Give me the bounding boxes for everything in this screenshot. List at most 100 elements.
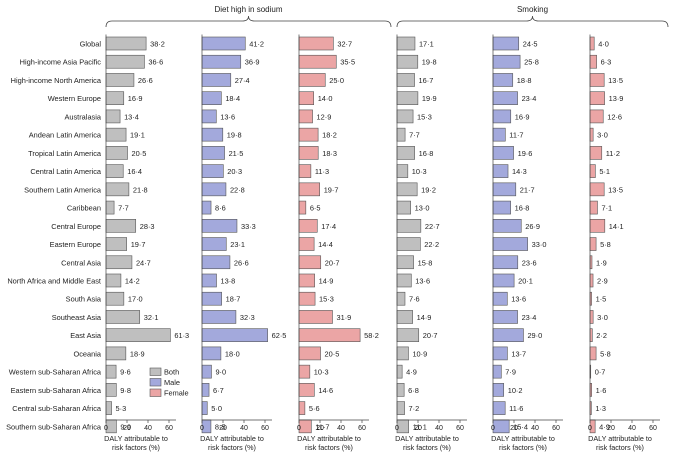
value-label: 36·9 bbox=[245, 58, 260, 67]
value-label: 25·0 bbox=[329, 76, 344, 85]
value-label: 2·9 bbox=[597, 276, 608, 285]
value-label: 19·9 bbox=[422, 94, 437, 103]
value-label: 4·9 bbox=[406, 368, 417, 377]
value-label: 20·7 bbox=[325, 258, 340, 267]
bar-caribbean bbox=[298, 200, 307, 215]
region-label: Tropical Latin America bbox=[28, 149, 102, 158]
region-label: Western Europe bbox=[48, 94, 101, 103]
region-label: Southern Latin America bbox=[24, 185, 102, 194]
value-label: 3·0 bbox=[597, 313, 608, 322]
bar-east-asia bbox=[492, 328, 524, 342]
value-label: 15·3 bbox=[417, 112, 432, 121]
x-axis-label: risk factors (%) bbox=[403, 443, 451, 452]
region-label: Southeast Asia bbox=[52, 313, 102, 322]
bar-tropical-latin-america bbox=[589, 146, 603, 160]
panel-smoking-both: 17·1 19·8 16·7 19·9 15·3 7·7 16·8 10·3 19·2 13·0 2… bbox=[395, 34, 467, 452]
legend-label-female: Female bbox=[164, 389, 189, 398]
value-label: 5·8 bbox=[600, 349, 611, 358]
bar-western-sub-saharan-africa bbox=[396, 364, 403, 379]
value-label: 14·9 bbox=[417, 313, 432, 322]
bar-southeast-asia bbox=[492, 310, 518, 324]
x-tick-label: 60 bbox=[165, 425, 173, 432]
bar-high-income-asia-pacific bbox=[589, 54, 597, 69]
bar-global bbox=[201, 36, 246, 51]
value-label: 11·6 bbox=[509, 404, 523, 413]
value-label: 20·1 bbox=[518, 276, 533, 285]
x-tick-label: 20 bbox=[414, 425, 422, 432]
value-label: 32·7 bbox=[337, 40, 352, 49]
bar-central-europe bbox=[492, 219, 522, 233]
bar-high-income-north-america bbox=[201, 73, 232, 87]
x-tick-label: 60 bbox=[261, 425, 269, 432]
value-label: 28·3 bbox=[140, 222, 155, 231]
region-label: Oceania bbox=[73, 349, 101, 358]
bar-north-africa-and-middle-east bbox=[492, 273, 515, 288]
value-label: 22·8 bbox=[230, 185, 245, 194]
bar-caribbean bbox=[492, 200, 511, 215]
x-axis-label: DALY attributable to bbox=[395, 434, 459, 443]
value-label: 10·9 bbox=[412, 349, 427, 358]
bar-north-africa-and-middle-east bbox=[201, 273, 217, 288]
bar-north-africa-and-middle-east bbox=[396, 273, 412, 288]
bar-tropical-latin-america bbox=[201, 146, 225, 160]
value-label: 19·7 bbox=[131, 240, 146, 249]
bar-high-income-asia-pacific bbox=[105, 54, 145, 69]
x-tick-label: 40 bbox=[144, 425, 152, 432]
bar-central-latin-america bbox=[105, 164, 124, 178]
region-label: Central Europe bbox=[51, 222, 101, 231]
value-label: 13·8 bbox=[220, 276, 235, 285]
bar-southeast-asia bbox=[105, 310, 141, 324]
value-label: 17·0 bbox=[128, 295, 143, 304]
value-label: 13·6 bbox=[220, 112, 235, 121]
value-label: 7·1 bbox=[601, 204, 612, 213]
x-tick-label: 40 bbox=[628, 425, 636, 432]
bar-southern-latin-america bbox=[396, 182, 418, 197]
value-label: 20·5 bbox=[325, 349, 340, 358]
legend-label-both: Both bbox=[164, 368, 179, 377]
bar-central-sub-saharan-africa bbox=[492, 401, 506, 415]
region-label: Caribbean bbox=[67, 204, 101, 213]
value-label: 15·3 bbox=[319, 295, 334, 304]
value-label: 22·2 bbox=[424, 240, 439, 249]
value-label: 27·4 bbox=[235, 76, 250, 85]
bar-southern-sub-saharan-africa bbox=[492, 419, 510, 434]
region-label: High-income North America bbox=[11, 76, 102, 85]
bar-central-asia bbox=[201, 255, 231, 270]
value-label: 3·0 bbox=[597, 131, 608, 140]
value-label: 7·7 bbox=[409, 131, 420, 140]
x-tick-label: 60 bbox=[649, 425, 657, 432]
bar-southeast-asia bbox=[589, 310, 594, 324]
value-label: 6·8 bbox=[408, 386, 419, 395]
value-label: 22·7 bbox=[425, 222, 440, 231]
bar-western-sub-saharan-africa bbox=[492, 364, 502, 379]
region-labels: Global High-income Asia Pacific High-incom… bbox=[6, 40, 102, 432]
value-label: 16·8 bbox=[515, 204, 530, 213]
bar-tropical-latin-america bbox=[396, 146, 415, 160]
value-label: 36·6 bbox=[148, 58, 163, 67]
bar-central-sub-saharan-africa bbox=[201, 401, 208, 415]
bar-central-asia bbox=[492, 255, 519, 270]
bar-high-income-north-america bbox=[589, 73, 605, 87]
bar-eastern-sub-saharan-africa bbox=[201, 383, 210, 397]
x-tick-label: 40 bbox=[531, 425, 539, 432]
group-title: Diet high in sodium bbox=[214, 5, 282, 14]
value-label: 14·3 bbox=[512, 167, 527, 176]
bar-central-sub-saharan-africa bbox=[105, 401, 112, 415]
value-label: 24·7 bbox=[136, 258, 151, 267]
bar-andean-latin-america bbox=[201, 127, 224, 142]
bar-andean-latin-america bbox=[396, 127, 406, 142]
bar-western-sub-saharan-africa bbox=[298, 364, 311, 379]
region-label: Eastern Europe bbox=[50, 240, 101, 249]
value-label: 7·2 bbox=[409, 404, 420, 413]
x-tick-label: 60 bbox=[456, 425, 464, 432]
x-tick-label: 20 bbox=[510, 425, 518, 432]
value-label: 11·7 bbox=[509, 131, 523, 140]
group-title: Smoking bbox=[517, 5, 548, 14]
panel-diet-high-in-sodium-both: 38·2 36·6 26·6 16·9 13·4 19·1 20·5 16·4 21·8 7·7 2… bbox=[104, 34, 189, 452]
bar-tropical-latin-america bbox=[298, 146, 319, 160]
x-axis-label: risk factors (%) bbox=[208, 443, 256, 452]
value-label: 6·5 bbox=[310, 204, 321, 213]
bar-north-africa-and-middle-east bbox=[105, 273, 122, 288]
value-label: 61·3 bbox=[174, 331, 189, 340]
